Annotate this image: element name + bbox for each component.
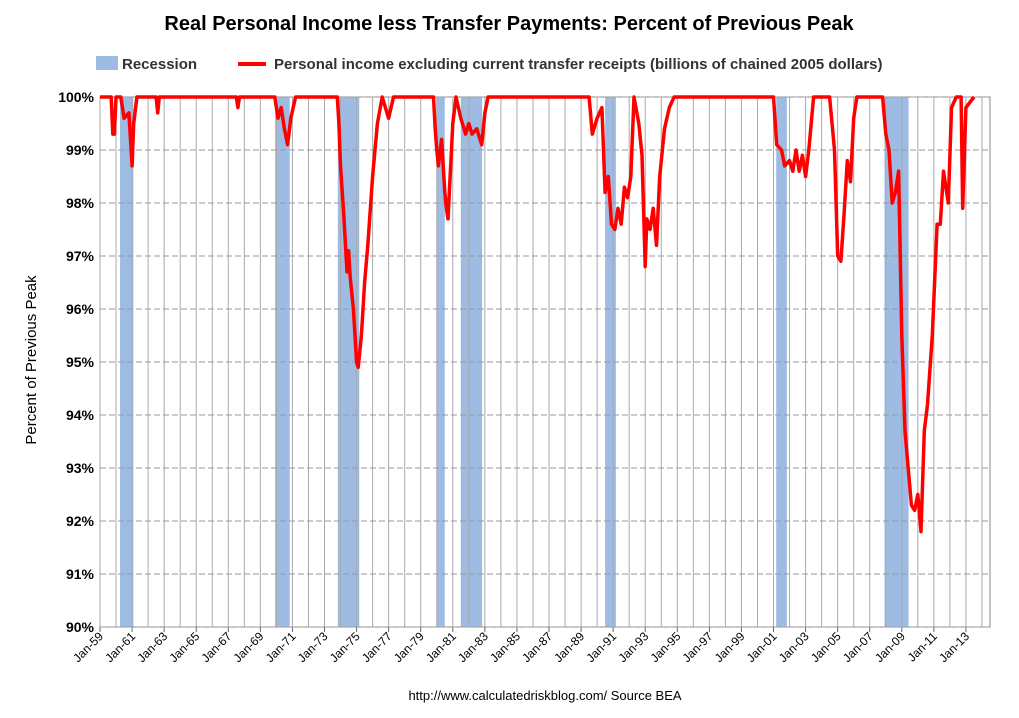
legend-recession-label: Recession xyxy=(122,56,197,73)
recession-band xyxy=(120,97,134,627)
y-tick-label: 98% xyxy=(66,195,95,211)
y-tick-label: 93% xyxy=(66,460,95,476)
chart-title: Real Personal Income less Transfer Payme… xyxy=(164,13,854,35)
recession-band xyxy=(776,97,787,627)
recession-band xyxy=(605,97,616,627)
recession-band xyxy=(436,97,445,627)
source-note: http://www.calculatedriskblog.com/ Sourc… xyxy=(408,688,681,703)
y-tick-label: 96% xyxy=(66,301,95,317)
y-tick-label: 99% xyxy=(66,142,95,158)
data-line xyxy=(100,95,976,534)
y-tick-label: 100% xyxy=(58,89,94,105)
y-tick-label: 90% xyxy=(66,619,95,635)
legend-recession-swatch xyxy=(96,56,118,70)
y-tick-label: 92% xyxy=(66,513,95,529)
y-tick-label: 91% xyxy=(66,566,95,582)
y-axis-label: Percent of Previous Peak xyxy=(23,275,40,445)
y-tick-label: 95% xyxy=(66,354,95,370)
legend-line-label: Personal income excluding current transf… xyxy=(274,56,883,73)
y-tick-label: 97% xyxy=(66,248,95,264)
y-tick-label: 94% xyxy=(66,407,95,423)
